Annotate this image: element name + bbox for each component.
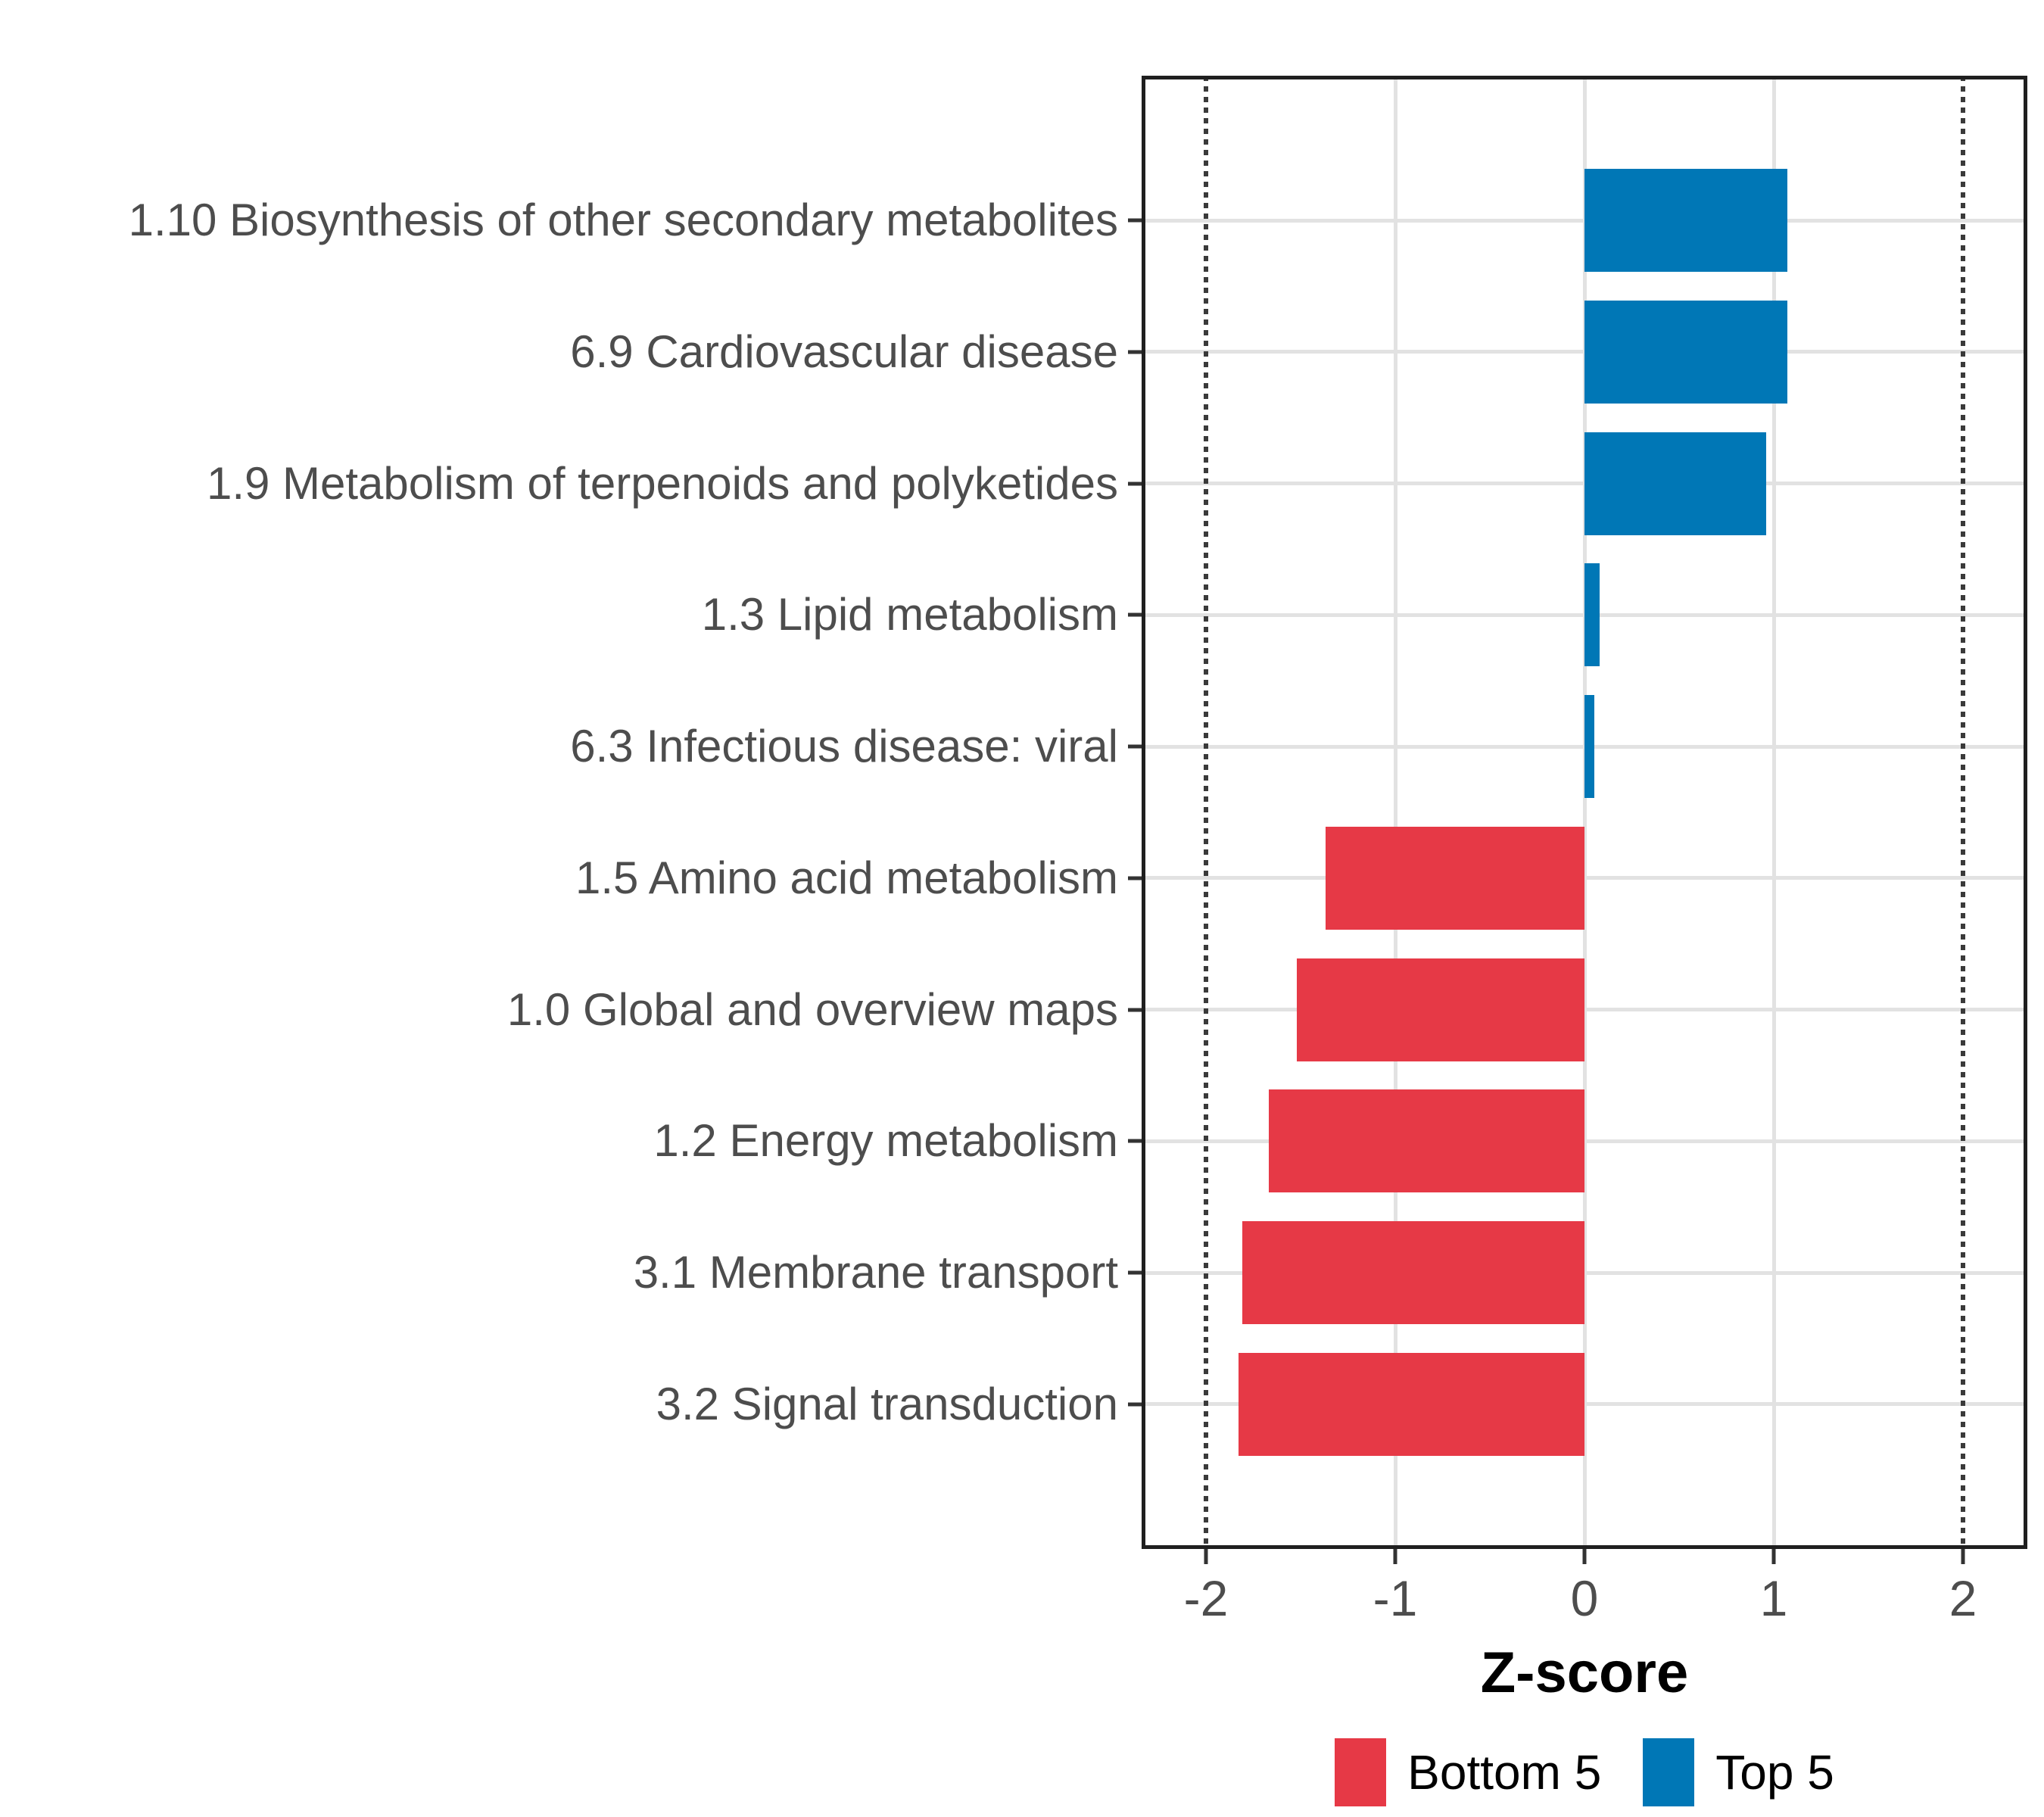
plot-panel bbox=[1142, 76, 2027, 1549]
reference-line--2 bbox=[1204, 76, 1208, 1549]
y-axis-label: 1.10 Biosynthesis of other secondary met… bbox=[128, 195, 1118, 246]
bar-3-1-membrane-transport bbox=[1242, 1221, 1584, 1325]
y-axis-label: 1.0 Global and overview maps bbox=[506, 983, 1118, 1035]
x-tick-label: 0 bbox=[1570, 1570, 1599, 1626]
y-tick-mark bbox=[1128, 744, 1142, 749]
y-axis-label: 3.2 Signal transduction bbox=[656, 1378, 1118, 1429]
x-axis-title: Z-score bbox=[1480, 1641, 1689, 1705]
bar-1-2-energy-metabolism bbox=[1268, 1089, 1584, 1193]
y-tick-mark bbox=[1128, 1270, 1142, 1275]
y-tick-mark bbox=[1128, 482, 1142, 486]
y-axis-label: 3.1 Membrane transport bbox=[633, 1247, 1118, 1298]
x-tick-mark bbox=[1204, 1549, 1208, 1564]
y-axis-label: 1.2 Energy metabolism bbox=[653, 1115, 1118, 1167]
bar-6-9-cardiovascular-disease bbox=[1584, 300, 1787, 404]
legend-swatch bbox=[1643, 1738, 1695, 1806]
x-tick-mark bbox=[1582, 1549, 1587, 1564]
x-tick-label: 1 bbox=[1759, 1570, 1788, 1626]
x-tick-mark bbox=[1393, 1549, 1397, 1564]
bar-1-3-lipid-metabolism bbox=[1584, 563, 1600, 667]
y-tick-mark bbox=[1128, 612, 1142, 617]
bar-3-2-signal-transduction bbox=[1238, 1352, 1584, 1456]
y-axis-label: 6.9 Cardiovascular disease bbox=[570, 326, 1118, 377]
legend-label: Bottom 5 bbox=[1407, 1745, 1602, 1800]
x-tick-label: -2 bbox=[1183, 1570, 1229, 1626]
y-tick-mark bbox=[1128, 218, 1142, 223]
x-tick-label: 2 bbox=[1949, 1570, 1977, 1626]
y-axis-label: 1.9 Metabolism of terpenoids and polyket… bbox=[206, 457, 1118, 509]
legend: Bottom 5 Top 5 bbox=[1066, 1738, 2044, 1806]
bar-6-3-infectious-disease-viral bbox=[1584, 695, 1594, 799]
bar-1-0-global-and-overview-maps bbox=[1297, 958, 1584, 1061]
legend-item-bottom-5: Bottom 5 bbox=[1335, 1738, 1601, 1806]
y-axis-label: 1.5 Amino acid metabolism bbox=[575, 852, 1118, 903]
legend-item-top-5: Top 5 bbox=[1643, 1738, 1834, 1806]
y-axis-label: 6.3 Infectious disease: viral bbox=[570, 721, 1118, 772]
legend-label: Top 5 bbox=[1715, 1745, 1834, 1800]
y-tick-mark bbox=[1128, 1139, 1142, 1143]
legend-swatch bbox=[1335, 1738, 1387, 1806]
vertical-gridline bbox=[1771, 76, 1776, 1549]
y-axis-label: 1.3 Lipid metabolism bbox=[701, 589, 1118, 640]
x-tick-mark bbox=[1771, 1549, 1776, 1564]
bar-1-5-amino-acid-metabolism bbox=[1325, 826, 1584, 930]
y-tick-mark bbox=[1128, 876, 1142, 880]
y-tick-mark bbox=[1128, 1402, 1142, 1407]
y-tick-mark bbox=[1128, 1008, 1142, 1012]
bar-1-10-biosynthesis-of-other-secondary-metabolites bbox=[1584, 169, 1787, 273]
x-tick-mark bbox=[1961, 1549, 1965, 1564]
y-tick-mark bbox=[1128, 350, 1142, 354]
bar-1-9-metabolism-of-terpenoids-and-polyketides bbox=[1584, 432, 1766, 535]
vertical-gridline bbox=[1393, 76, 1397, 1549]
reference-line-2 bbox=[1961, 76, 1965, 1549]
vertical-gridline bbox=[1582, 76, 1587, 1549]
x-tick-label: -1 bbox=[1373, 1570, 1418, 1626]
